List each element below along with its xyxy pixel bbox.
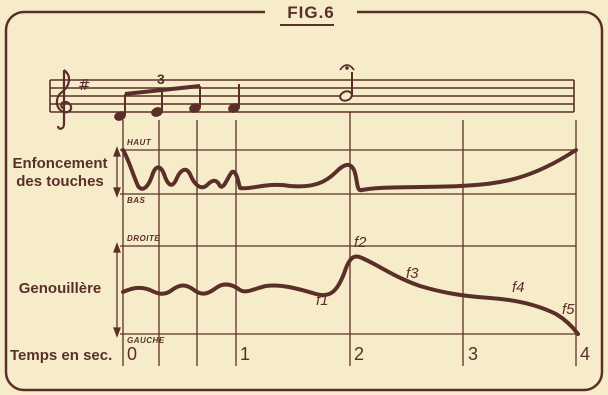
key-depression-label: Enfoncement des touches	[12, 155, 108, 190]
curve-point-f3: f3	[406, 265, 419, 282]
key-top-label: HAUT	[127, 138, 152, 147]
time-tick-2: 2	[354, 344, 365, 364]
time-label: Temps en sec.	[10, 347, 113, 364]
time-tick-1: 1	[240, 344, 251, 364]
chart-grid	[120, 112, 577, 366]
tuplet-number: 3	[157, 71, 165, 87]
treble-clef-icon	[55, 69, 73, 130]
time-tick-3: 3	[468, 344, 479, 364]
knee-bottom-label: GAUCHE	[127, 336, 165, 345]
curve-point-f2: f2	[354, 234, 367, 251]
key-signature-sharp: #	[78, 76, 91, 94]
music-notes	[114, 64, 355, 121]
knee-lever-label: Genouillère	[18, 280, 102, 297]
curve-point-f5: f5	[562, 301, 575, 318]
key-depression-curve	[121, 148, 578, 193]
curve-point-f1: f1	[316, 292, 329, 309]
curve-point-f4: f4	[512, 279, 525, 296]
figure-title: FIG.6	[265, 3, 357, 23]
title-underline	[280, 24, 334, 26]
knee-lever-curve	[121, 254, 580, 336]
music-staff	[49, 79, 575, 113]
knee-top-label: DROITE	[127, 234, 161, 243]
range-arrows	[113, 146, 121, 338]
key-bottom-label: BAS	[127, 196, 146, 205]
figure-frame	[4, 10, 604, 392]
time-tick-0: 0	[127, 344, 138, 364]
time-tick-4: 4	[580, 344, 591, 364]
